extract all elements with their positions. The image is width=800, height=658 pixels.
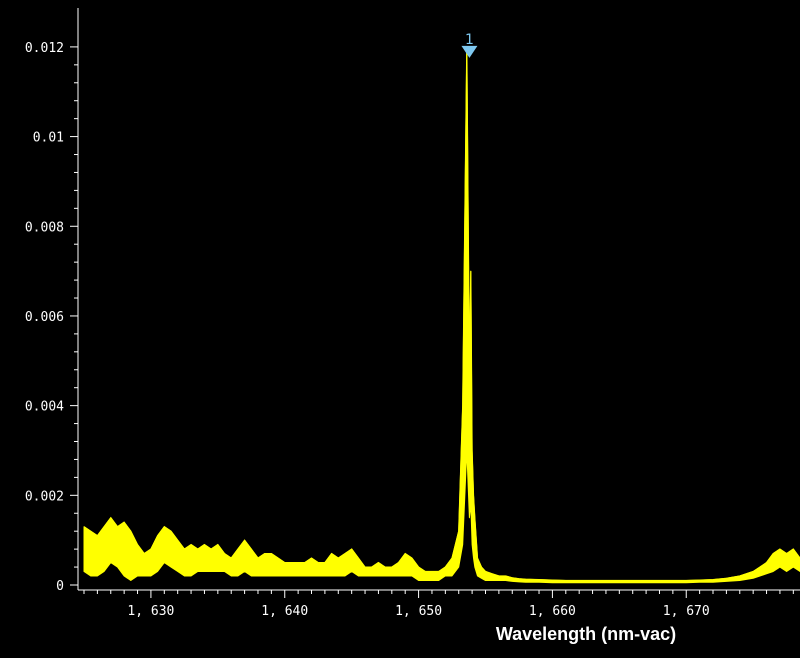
plot-area (83, 46, 800, 584)
y-tick-label: 0.006 (25, 310, 64, 325)
peak-marker-label: 1 (465, 32, 474, 48)
x-tick-label: 1, 650 (395, 604, 442, 619)
x-tick-label: 1, 630 (127, 604, 174, 619)
y-tick-label: 0 (56, 579, 64, 594)
spectrum-envelope-line (83, 46, 800, 582)
x-tick-label: 1, 670 (663, 604, 710, 619)
x-tick-label: 1, 640 (261, 604, 308, 619)
spectrum-trace (83, 46, 800, 584)
y-tick-label: 0.012 (25, 41, 64, 56)
x-axis-title: Wavelength (nm-vac) (496, 624, 676, 644)
peak-marker-layer[interactable]: 1 (461, 32, 478, 58)
y-tick-label: 0.01 (33, 131, 64, 146)
y-tick-label: 0.002 (25, 489, 64, 504)
x-tick-label: 1, 660 (529, 604, 576, 619)
peak-marker-icon[interactable] (461, 45, 478, 58)
y-tick-label: 0.004 (25, 400, 64, 415)
x-axis: 1, 630 1, 640 1, 650 1, 660 1, 670 (78, 589, 800, 619)
y-axis: 0 0.002 0.004 0.006 0.008 0.01 0.012 (25, 8, 79, 594)
y-tick-label: 0.008 (25, 220, 64, 235)
